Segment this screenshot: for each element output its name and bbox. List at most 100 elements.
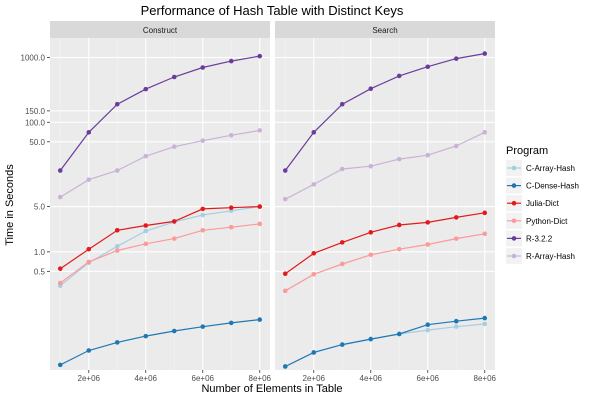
data-point-c-dense-hash <box>114 340 120 345</box>
data-point-julia-dict <box>311 250 317 256</box>
data-point-c-dense-hash <box>453 318 459 324</box>
data-point-c-dense-hash <box>282 364 288 369</box>
data-point-c-dense-hash <box>257 317 263 322</box>
facet-strip-construct <box>50 21 270 38</box>
data-point-c-array-hash <box>482 321 488 327</box>
data-point-julia-dict <box>57 266 63 271</box>
data-point-r-3-2-2 <box>339 101 345 107</box>
data-point-julia-dict <box>396 222 402 228</box>
y-tick-label: 5.0 <box>34 203 46 212</box>
data-point-julia-dict <box>368 230 374 235</box>
data-point-r-array-hash <box>339 166 345 172</box>
data-point-julia-dict <box>282 271 288 276</box>
data-point-python-dict <box>311 272 317 277</box>
series-line-julia-dict <box>59 206 260 270</box>
data-point-julia-dict <box>171 219 177 224</box>
x-axis-label: Number of Elements in Table <box>201 383 342 395</box>
data-point-python-dict <box>171 236 177 241</box>
x-tick-label: 6e+06 <box>417 374 440 383</box>
data-point-python-dict <box>339 261 345 267</box>
series-r-3-2-2-search <box>282 51 488 173</box>
data-point-c-dense-hash <box>368 336 374 342</box>
data-point-python-dict <box>396 246 402 252</box>
data-point-r-array-hash <box>114 168 120 173</box>
data-point-r-3-2-2 <box>257 53 263 59</box>
data-point-c-dense-hash <box>57 362 63 368</box>
data-point-r-3-2-2 <box>57 168 63 173</box>
y-tick-label: 100.0 <box>25 118 46 127</box>
facet-strip-label-search: Search <box>372 26 397 35</box>
data-point-julia-dict <box>453 215 459 220</box>
x-tick-label: 8e+06 <box>249 374 272 383</box>
data-point-python-dict <box>86 259 92 265</box>
series-r-array-hash-search <box>282 130 488 202</box>
data-point-python-dict <box>482 231 488 237</box>
y-axis: 0.5 1.0 5.0 50.0 100.0 150.0 1000.0 <box>21 54 50 276</box>
x-tick-label: 8e+06 <box>474 374 497 383</box>
data-point-r-3-2-2 <box>200 65 206 70</box>
data-point-r-3-2-2 <box>86 130 92 135</box>
data-point-c-dense-hash <box>171 328 177 334</box>
facet-strip-search <box>275 21 495 38</box>
legend-item-julia-dict: Julia-Dict <box>506 195 560 212</box>
data-point-c-array-hash <box>114 243 120 249</box>
data-point-c-dense-hash <box>200 324 206 329</box>
y-tick-label: 1.0 <box>34 248 46 257</box>
data-point-c-dense-hash <box>396 331 402 337</box>
legend-label: C-Dense-Hash <box>526 182 579 191</box>
legend-key-point <box>511 218 517 224</box>
legend: C-Array-Hash C-Dense-Hash Julia-Dict Python… <box>506 160 579 264</box>
chart-title: Performance of Hash Table with Distinct … <box>141 3 404 18</box>
series-r-array-hash-construct <box>57 128 263 200</box>
data-point-python-dict <box>57 280 63 286</box>
data-point-julia-dict <box>86 246 92 252</box>
series-line-r-array-hash <box>59 129 260 198</box>
data-point-r-array-hash <box>57 194 63 200</box>
data-point-r-array-hash <box>257 128 263 133</box>
y-tick-label: 0.5 <box>34 267 46 276</box>
legend-item-python-dict: Python-Dict <box>506 212 568 229</box>
data-point-python-dict <box>425 242 431 247</box>
data-point-r-array-hash <box>86 177 92 182</box>
legend-key-point <box>511 200 517 206</box>
legend-label: Python-Dict <box>526 217 568 226</box>
series-c-dense-hash-construct <box>57 317 263 368</box>
data-point-julia-dict <box>482 210 488 216</box>
data-point-r-3-2-2 <box>368 86 374 91</box>
data-point-r-array-hash <box>425 152 431 158</box>
series-python-dict-construct <box>57 221 263 286</box>
data-point-julia-dict <box>425 220 431 225</box>
data-point-r-array-hash <box>200 138 206 143</box>
data-point-c-array-hash <box>453 324 459 329</box>
legend-key-point <box>511 253 517 259</box>
x-tick-label: 2e+06 <box>303 374 326 383</box>
series-line-julia-dict <box>284 212 485 275</box>
data-point-c-dense-hash <box>482 315 488 321</box>
data-point-julia-dict <box>114 228 120 233</box>
panel-background-search <box>275 38 495 370</box>
facet-strip-label-construct: Construct <box>143 26 178 35</box>
facet-search: Search 2e+06 4e+06 6e+06 8e+06 <box>275 21 497 383</box>
series-line-c-dense-hash <box>60 319 260 366</box>
data-point-r-3-2-2 <box>114 101 120 107</box>
data-point-r-3-2-2 <box>143 86 149 92</box>
data-point-r-3-2-2 <box>482 51 488 56</box>
data-point-r-3-2-2 <box>425 64 431 70</box>
data-point-c-dense-hash <box>228 320 234 326</box>
legend-label: Julia-Dict <box>526 199 560 208</box>
legend-label: C-Array-Hash <box>526 164 575 173</box>
legend-key-point <box>511 183 517 188</box>
legend-label: R-Array-Hash <box>526 252 575 261</box>
data-point-julia-dict <box>339 240 345 245</box>
y-tick-label: 1000.0 <box>21 54 46 63</box>
series-julia-dict-search <box>282 210 488 276</box>
data-point-r-3-2-2 <box>282 168 288 173</box>
x-tick-label: 4e+06 <box>360 374 383 383</box>
series-line-c-dense-hash <box>285 317 485 368</box>
legend-title: Program <box>506 145 548 157</box>
data-point-c-dense-hash <box>143 333 149 339</box>
data-point-python-dict <box>143 241 149 247</box>
x-tick-label: 2e+06 <box>78 374 101 383</box>
data-point-r-3-2-2 <box>311 130 317 135</box>
